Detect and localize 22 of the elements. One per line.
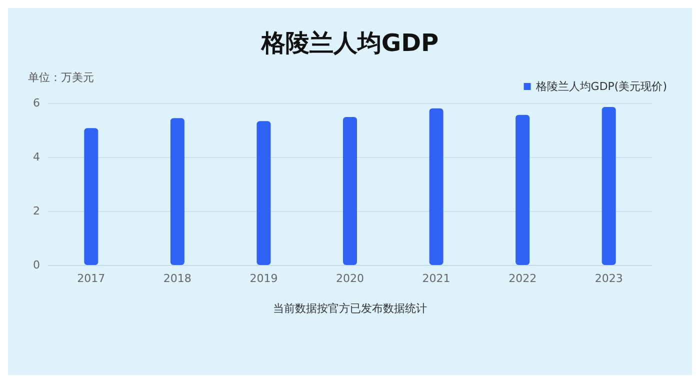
x-tick-label: 2018: [163, 272, 192, 285]
bar: [429, 108, 444, 265]
bar: [516, 114, 530, 265]
bar: [256, 121, 271, 265]
bar: [343, 117, 357, 265]
x-tick-label: 2022: [508, 272, 537, 285]
bar: [602, 107, 616, 265]
y-tick-label: 2: [33, 204, 40, 218]
x-tick-label: 2019: [250, 272, 278, 285]
text: 当前数据按官方已发布数据统计: [273, 302, 427, 315]
x-tick-label: 2021: [422, 272, 450, 285]
bar: [84, 128, 98, 265]
y-tick-label: 0: [33, 258, 40, 272]
x-tick-label: 2023: [594, 272, 623, 285]
y-tick-label: 6: [33, 96, 40, 110]
legend-label: 格陵兰人均GDP(美元现价): [534, 80, 668, 93]
y-tick-label: 4: [33, 150, 40, 164]
bar: [170, 118, 184, 265]
x-tick-label: 2017: [77, 272, 106, 285]
chart-title: 格陵兰人均GDP: [260, 29, 439, 57]
x-tick-label: 2020: [336, 272, 364, 285]
y-axis-title: 单位：万美元: [28, 71, 94, 84]
